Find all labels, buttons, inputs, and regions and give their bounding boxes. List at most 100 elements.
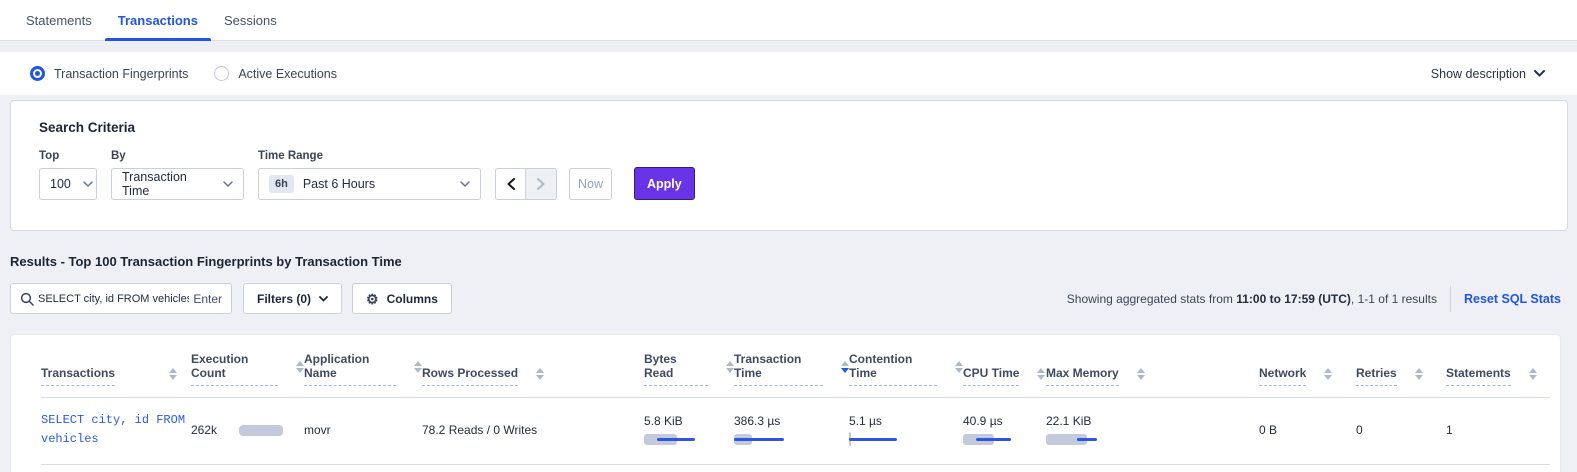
- sort-desc-icon: [169, 375, 177, 380]
- column-header-contention_time[interactable]: Contention Time: [849, 342, 963, 398]
- sort-icon[interactable]: [726, 361, 734, 373]
- sort-asc-icon: [726, 361, 734, 366]
- sort-icon[interactable]: [1528, 368, 1537, 380]
- by-select[interactable]: Transaction Time: [111, 168, 244, 200]
- cell-retries: 0: [1356, 397, 1446, 466]
- sort-icon[interactable]: [169, 368, 177, 380]
- chevron-down-icon: [319, 295, 328, 302]
- time-range-prev-button[interactable]: [495, 168, 526, 200]
- radio-label: Transaction Fingerprints: [54, 66, 189, 81]
- sort-icon[interactable]: [296, 361, 304, 373]
- bar-mean: [1046, 433, 1087, 445]
- sort-asc-icon: [296, 361, 304, 366]
- cell-value: 386.3 µs: [734, 413, 781, 428]
- chevron-down-icon: [460, 181, 470, 187]
- column-header-max_memory[interactable]: Max Memory: [1046, 342, 1259, 398]
- sort-asc-icon: [841, 361, 849, 366]
- sort-asc-icon: [1037, 368, 1046, 373]
- bar-mean: [239, 424, 284, 436]
- cell-statements: 1: [1446, 397, 1550, 466]
- cell-value: 5.8 KiB: [644, 413, 683, 428]
- cell-transaction_time: 386.3 µs: [734, 397, 849, 466]
- columns-button[interactable]: ⚙ Columns: [352, 283, 452, 314]
- sort-icon[interactable]: [536, 368, 545, 380]
- transaction-fingerprint-link[interactable]: SELECT city, id FROM vehicles: [41, 413, 186, 447]
- chevron-right-icon: [537, 178, 545, 190]
- sort-asc-icon: [1136, 368, 1145, 373]
- vertical-divider: [1449, 285, 1451, 312]
- chevron-down-icon: [1534, 70, 1545, 77]
- column-header-network[interactable]: Network: [1259, 342, 1356, 398]
- sort-desc-icon: [1136, 375, 1145, 380]
- column-label-rows_processed: Rows Processed: [422, 366, 519, 386]
- sort-desc-icon: [536, 375, 545, 380]
- sort-icon[interactable]: [1324, 368, 1333, 380]
- filters-button[interactable]: Filters (0): [243, 283, 343, 314]
- show-description-toggle[interactable]: Show description: [1431, 67, 1545, 81]
- now-button[interactable]: Now: [569, 168, 612, 200]
- column-label-transactions: Transactions: [41, 366, 116, 386]
- search-input[interactable]: [38, 292, 190, 305]
- sort-desc-icon: [1037, 375, 1046, 380]
- table-header-row: Transactions Execution Count Application N…: [41, 342, 1550, 398]
- tab-statements[interactable]: Statements: [26, 13, 92, 28]
- by-select-value: Transaction Time: [122, 170, 187, 198]
- sort-icon[interactable]: [414, 361, 422, 373]
- sort-desc-icon: [1528, 375, 1537, 380]
- column-label-contention_time: Contention Time: [849, 352, 937, 386]
- column-header-statements[interactable]: Statements: [1446, 342, 1550, 398]
- sort-icon[interactable]: [841, 361, 849, 373]
- cell-max_memory: 22.1 KiB: [1046, 397, 1259, 466]
- sort-icon[interactable]: [1414, 368, 1423, 380]
- time-range-field: Time Range 6h Past 6 Hours: [258, 150, 481, 200]
- sort-icon[interactable]: [955, 361, 963, 373]
- stats-time-range: 11:00 to 17:59 (UTC): [1236, 291, 1351, 306]
- sort-desc-icon: [414, 368, 422, 373]
- time-range-next-button[interactable]: [526, 168, 557, 200]
- time-range-select[interactable]: 6h Past 6 Hours: [258, 168, 481, 200]
- column-header-execution_count[interactable]: Execution Count: [191, 342, 304, 398]
- tab-sessions[interactable]: Sessions: [223, 13, 277, 28]
- tab-transactions[interactable]: Transactions: [104, 13, 212, 41]
- bar-stddev: [849, 437, 897, 441]
- column-label-application_name: Application Name: [304, 352, 396, 386]
- sort-icon[interactable]: [1037, 368, 1046, 380]
- cell-value: 22.1 KiB: [1046, 413, 1092, 428]
- transactions-table: Transactions Execution Count Application N…: [41, 342, 1550, 466]
- filters-label: Filters (0): [257, 291, 312, 306]
- sort-asc-icon: [1414, 368, 1423, 373]
- top-field: Top 100: [39, 150, 97, 200]
- stat-bar: [644, 433, 704, 447]
- bar-stddev: [734, 437, 784, 441]
- search-box[interactable]: Enter: [10, 283, 232, 314]
- table-row[interactable]: SELECT city, id FROM vehicles 262k movr 78.…: [41, 397, 1550, 466]
- chevron-down-icon: [83, 181, 93, 187]
- cell-bytes_read: 5.8 KiB: [644, 397, 734, 466]
- cell-value: movr: [304, 423, 331, 438]
- cell-value: 0: [1356, 423, 1363, 438]
- radio-active-executions[interactable]: Active Executions: [214, 66, 337, 81]
- column-header-bytes_read[interactable]: Bytes Read: [644, 342, 734, 398]
- column-header-application_name[interactable]: Application Name: [304, 342, 422, 398]
- top-select[interactable]: 100: [39, 168, 97, 200]
- time-range-value: Past 6 Hours: [302, 177, 376, 191]
- top-label: Top: [39, 150, 60, 162]
- cell-rows_processed: 78.2 Reads / 0 Writes: [422, 397, 644, 466]
- results-heading: Results - Top 100 Transaction Fingerprin…: [10, 254, 402, 269]
- sort-icon[interactable]: [1136, 368, 1145, 380]
- column-header-transaction_time[interactable]: Transaction Time: [734, 342, 849, 398]
- radio-unselected-icon: [214, 66, 230, 81]
- apply-button[interactable]: Apply: [634, 167, 695, 200]
- cell-cpu_time: 40.9 µs: [963, 397, 1046, 466]
- cell-execution_count: 262k: [191, 397, 304, 466]
- column-header-rows_processed[interactable]: Rows Processed: [422, 342, 644, 398]
- search-criteria-card: Search Criteria Top 100 By Transaction T…: [10, 100, 1568, 231]
- reset-sql-stats-link[interactable]: Reset SQL Stats: [1463, 291, 1561, 306]
- radio-transaction-fingerprints[interactable]: Transaction Fingerprints: [30, 66, 188, 81]
- view-toggle-group: Transaction Fingerprints Active Executio…: [30, 66, 337, 81]
- column-header-transactions[interactable]: Transactions: [41, 342, 191, 398]
- search-enter-hint[interactable]: Enter: [193, 291, 222, 306]
- bar-stddev: [657, 437, 695, 441]
- column-header-cpu_time[interactable]: CPU Time: [963, 342, 1046, 398]
- column-header-retries[interactable]: Retries: [1356, 342, 1446, 398]
